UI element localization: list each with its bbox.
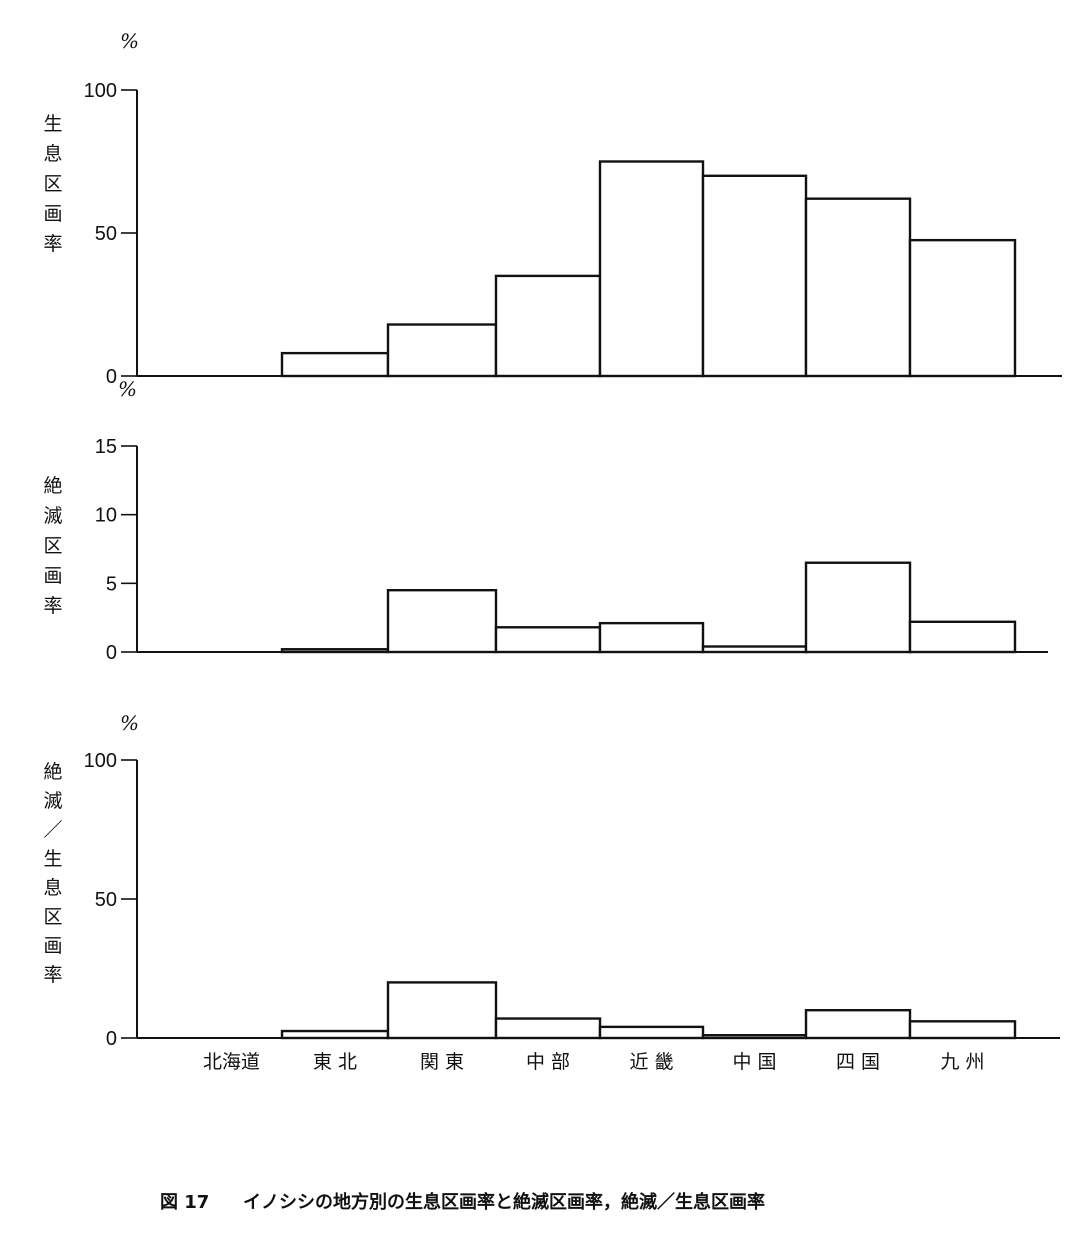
x-category-label-0: 北海道 [203,1051,260,1073]
y-tick-label-1-1: 50 [95,223,117,245]
x-category-label-2: 関 東 [420,1051,464,1073]
bar-2-九州 [908,620,1017,654]
y-axis-label-3-char-0: 絶 [43,761,62,783]
bar-1-近畿 [598,160,705,378]
bar-3-東北 [280,1029,390,1040]
bar-1-九州 [908,238,1017,378]
y-tick-label-2-3: 0 [106,642,117,664]
y-axis-label-3-char-3: 生 [43,848,62,870]
y-axis-label-1-char-3: 画 [43,203,62,225]
bar-1-中部 [494,274,602,378]
bar-3-九州 [908,1020,1017,1040]
bar-2-東北 [280,648,390,654]
y-axis-label-3-char-6: 画 [43,935,62,957]
y-axis-label-2-char-3: 画 [43,565,62,587]
bar-2-中部 [494,626,602,654]
bar-2-近畿 [598,621,705,654]
y-axis-label-2-char-0: 絶 [43,475,62,497]
x-category-label-1: 東 北 [313,1051,357,1073]
y-axis-label-2-char-2: 区 [43,535,62,557]
y-tick-label-2-2: 5 [106,573,117,595]
y-tick-label-1-0: 100 [84,80,117,102]
y-axis-label-1-char-1: 息 [43,143,62,165]
y-tick-label-3-0: 100 [84,750,117,772]
bar-3-近畿 [598,1025,705,1040]
bar-3-四国 [804,1009,912,1040]
y-tick-label-2-1: 10 [95,505,117,527]
y-axis-label-3-char-7: 率 [43,964,62,986]
figure-caption: イノシシの地方別の生息区画率と絶滅区画率，絶滅／生息区画率 [243,1191,765,1213]
y-axis-label-1-char-4: 率 [43,233,62,255]
y-axis-label-2-char-1: 滅 [43,505,62,527]
bar-2-四国 [804,561,912,654]
bar-3-中国 [701,1034,808,1040]
y-axis-label-1-char-0: 生 [43,113,62,135]
figure-number: 図 17 [160,1192,209,1213]
y-unit-label-1: % [120,29,139,53]
bar-1-東北 [280,351,390,378]
bar-1-中国 [701,174,808,378]
bar-2-関東 [386,589,498,654]
x-category-label-3: 中 部 [526,1051,570,1073]
y-axis-label-3-char-1: 滅 [43,790,62,812]
y-tick-label-3-1: 50 [95,889,117,911]
bar-3-中部 [494,1017,602,1040]
y-axis-label-3-char-2: ／ [43,819,62,841]
y-axis-label-3-char-5: 区 [43,906,62,928]
x-category-label-7: 九 州 [940,1051,984,1073]
y-tick-label-1-2: 0 [106,366,117,388]
bar-1-関東 [386,323,498,378]
y-unit-label-3: % [120,711,139,735]
bar-1-四国 [804,197,912,378]
x-category-label-4: 近 畿 [629,1051,673,1073]
y-axis-label-2-char-4: 率 [43,595,62,617]
x-category-label-5: 中 国 [732,1051,776,1073]
bar-3-関東 [386,981,498,1040]
y-unit-label-2: % [118,377,137,401]
x-category-label-6: 四 国 [836,1051,880,1073]
y-tick-label-3-2: 0 [106,1028,117,1050]
y-tick-label-2-0: 15 [95,436,117,458]
bar-2-中国 [701,645,808,654]
y-axis-label-3-char-4: 息 [43,877,62,899]
y-axis-label-1-char-2: 区 [43,173,62,195]
